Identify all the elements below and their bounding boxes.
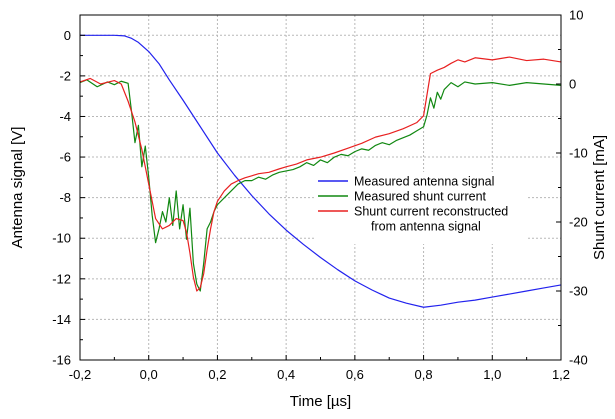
x-tick-label: 0,4 bbox=[277, 367, 295, 382]
y-axis-left-title: Antenna signal [V] bbox=[9, 127, 26, 249]
y-left-tick-label: -2 bbox=[59, 68, 71, 83]
y-left-tick-label: -16 bbox=[52, 353, 71, 368]
x-tick-label: 0,6 bbox=[346, 367, 364, 382]
legend-background bbox=[314, 172, 528, 244]
x-axis-title: Time [µs] bbox=[290, 393, 351, 410]
y-right-tick-label: -20 bbox=[569, 215, 588, 230]
legend-label: Shunt current reconstructed bbox=[354, 205, 508, 219]
y-axis-right-title: Shunt current [mA] bbox=[591, 135, 608, 260]
y-left-tick-label: -8 bbox=[59, 190, 71, 205]
y-right-tick-label: 10 bbox=[569, 8, 583, 23]
x-tick-label: 1,2 bbox=[552, 367, 570, 382]
x-tick-label: 1,0 bbox=[483, 367, 501, 382]
x-tick-label: 0,2 bbox=[208, 367, 226, 382]
y-right-tick-label: -40 bbox=[569, 353, 588, 368]
series-line-measured-antenna-signal bbox=[80, 34, 562, 308]
x-tick-label: -0,2 bbox=[69, 367, 91, 382]
y-left-tick-label: -4 bbox=[59, 109, 71, 124]
y-left-tick-label: -12 bbox=[52, 271, 71, 286]
y-right-tick-label: 0 bbox=[569, 77, 576, 92]
legend-label: Measured shunt current bbox=[354, 190, 487, 204]
y-left-tick-label: -10 bbox=[52, 231, 71, 246]
legend-label: Measured antenna signal bbox=[354, 175, 494, 189]
x-tick-label: 0,0 bbox=[140, 367, 158, 382]
series-line-shunt-current-reconstructed bbox=[79, 56, 562, 292]
legend-label: from antenna signal bbox=[371, 220, 481, 234]
y-left-tick-label: -6 bbox=[59, 150, 71, 165]
series-layer bbox=[79, 34, 562, 308]
y-left-tick-label: 0 bbox=[64, 28, 71, 43]
y-left-tick-label: -14 bbox=[52, 312, 71, 327]
x-tick-label: 0,8 bbox=[415, 367, 433, 382]
y-right-tick-label: -30 bbox=[569, 284, 588, 299]
axis-tick-labels: -0,2 0,0 0,2 0,4 0,6 0,8 1,0 1,2 0 -2 -4 -6 -8 -10 -12… bbox=[52, 8, 588, 383]
axis-ticks bbox=[79, 14, 562, 361]
y-right-tick-label: -10 bbox=[569, 146, 588, 161]
series-line-measured-shunt-current bbox=[79, 79, 562, 292]
